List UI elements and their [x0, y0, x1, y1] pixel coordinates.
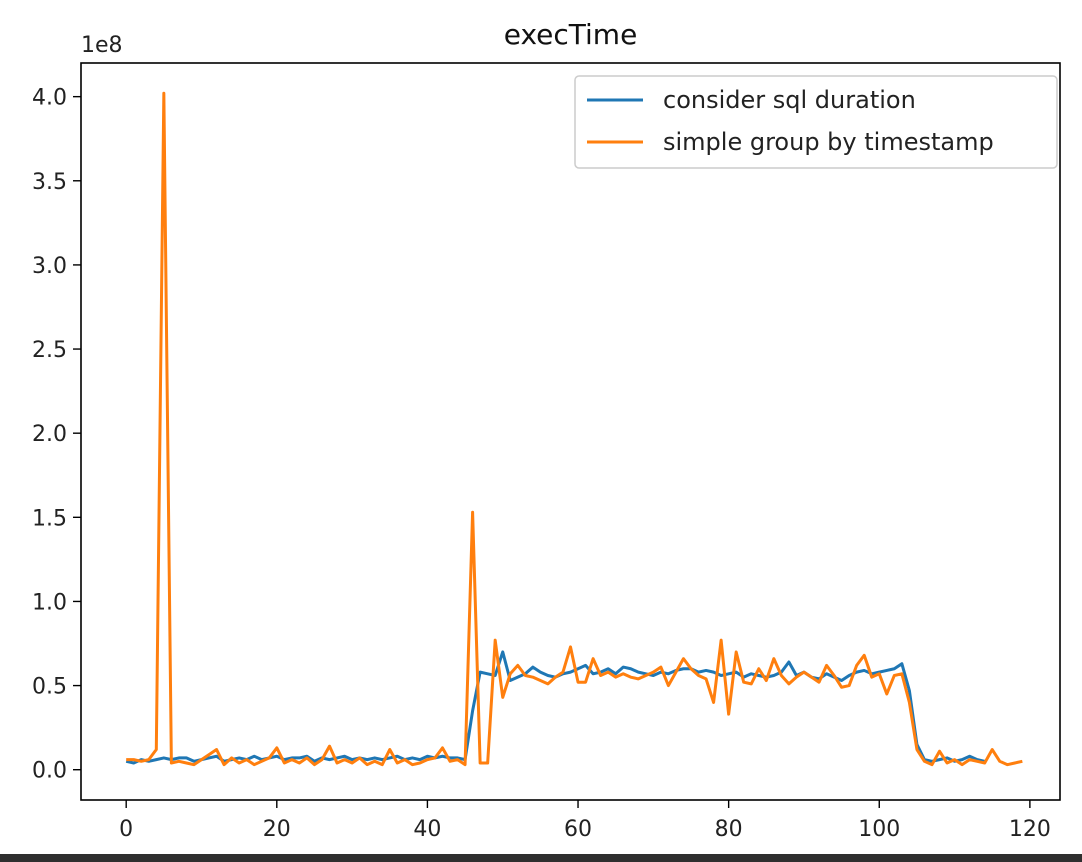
x-tick-label: 100	[858, 817, 900, 842]
y-axis-multiplier: 1e8	[81, 33, 123, 58]
chart-title: execTime	[504, 18, 638, 51]
legend-label: consider sql duration	[663, 86, 916, 114]
plot-frame	[80, 62, 1061, 801]
window-bottom-bar	[0, 854, 1082, 862]
y-tick-label: 3.0	[32, 254, 67, 279]
x-tick-label: 40	[413, 817, 441, 842]
y-tick-label: 0.5	[32, 675, 67, 700]
y-tick-label: 4.0	[32, 86, 67, 111]
x-tick-label: 120	[1009, 817, 1051, 842]
x-tick-label: 80	[715, 817, 743, 842]
legend-box	[574, 75, 1058, 169]
legend-label: simple group by timestamp	[663, 128, 994, 156]
x-tick-label: 20	[263, 817, 291, 842]
legend: consider sql duration simple group by tim…	[574, 75, 1058, 169]
y-tick-label: 3.5	[32, 170, 67, 195]
series-layer	[125, 91, 1023, 767]
x-tick-label: 60	[564, 817, 592, 842]
y-tick-label: 0.0	[32, 759, 67, 784]
y-tick-label: 2.5	[32, 338, 67, 363]
y-tick-label: 2.0	[32, 422, 67, 447]
x-tick-label: 0	[119, 817, 133, 842]
axes-layer: 0 20 40 60 80 100 120 0.0 0.5 1.0 1.5 2.0 2.5 3.0 3.5 4…	[32, 62, 1061, 842]
y-tick-label: 1.5	[32, 506, 67, 531]
y-tick-label: 1.0	[32, 590, 67, 615]
series-line-2	[126, 91, 1023, 767]
